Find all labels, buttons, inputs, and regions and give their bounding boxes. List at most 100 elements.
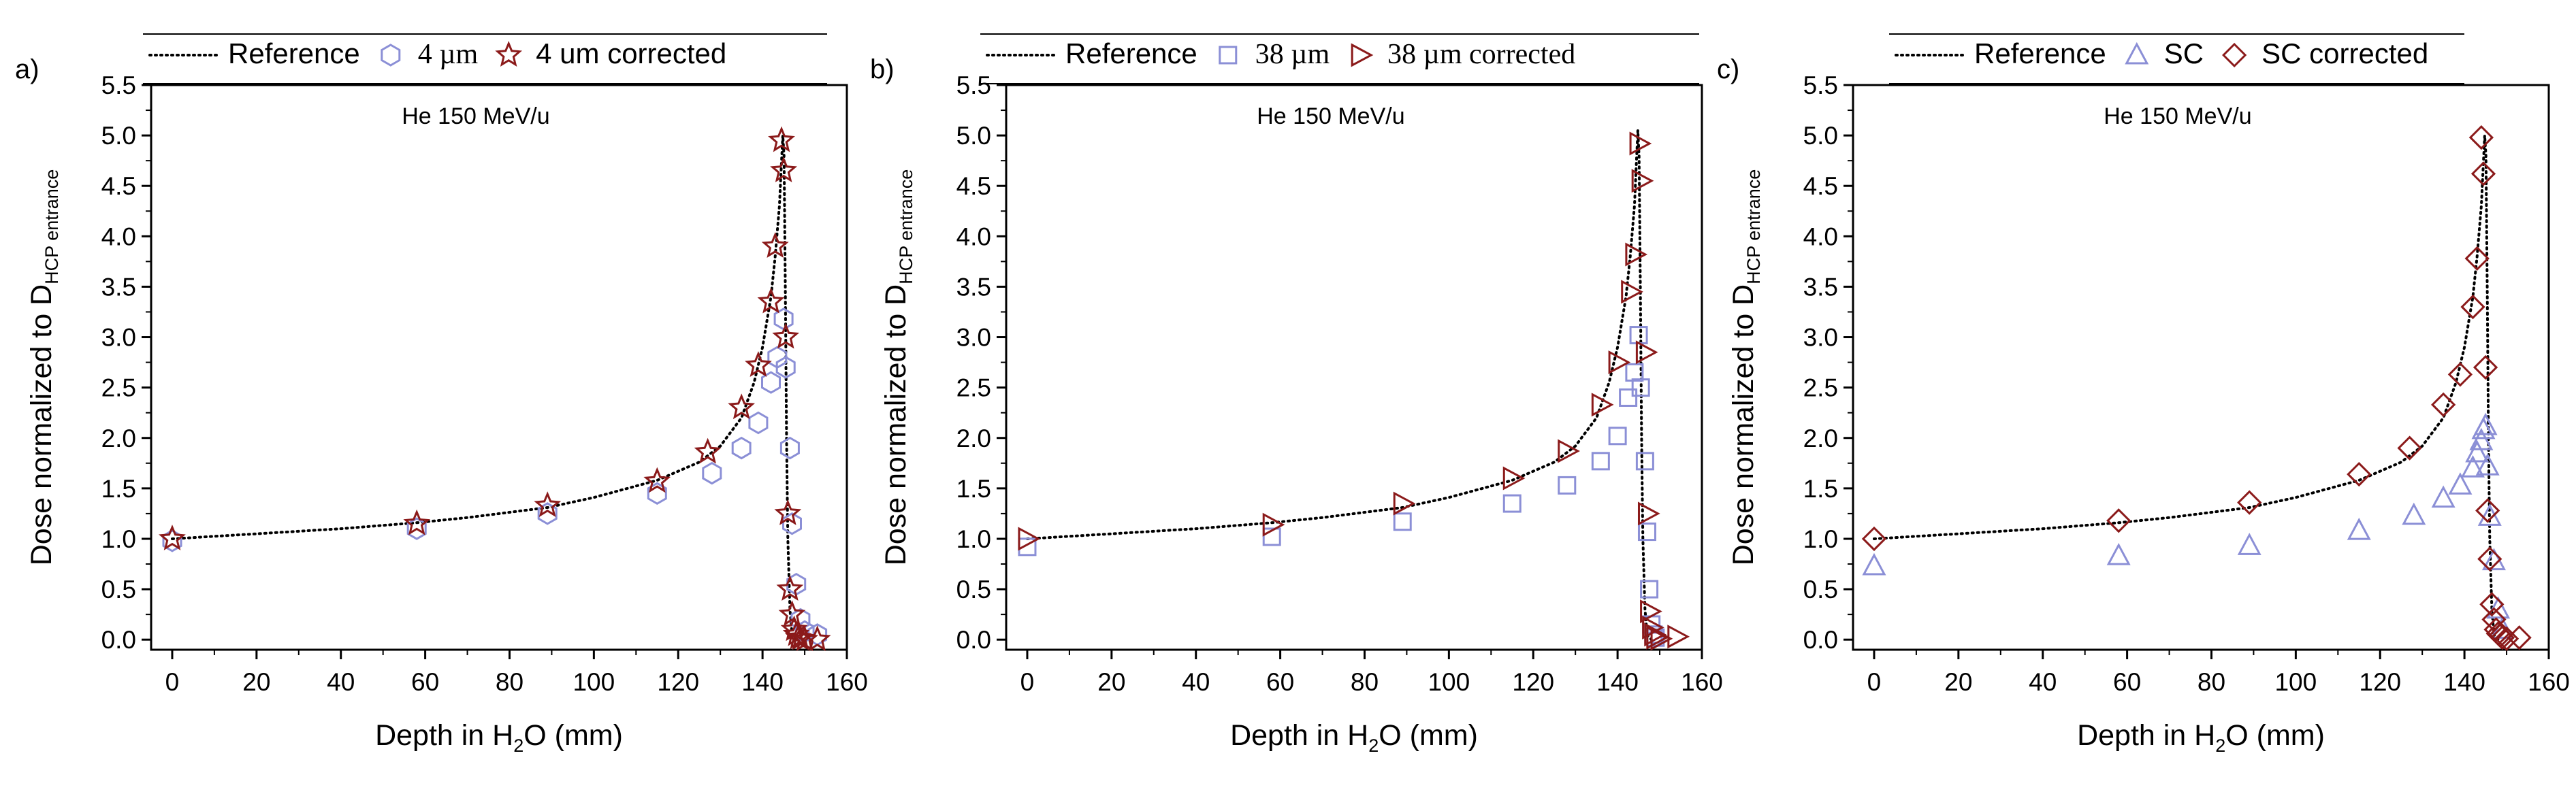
- x-axis-title: Depth in H2O (mm): [1230, 719, 1478, 756]
- y-tick-label: 2.0: [956, 425, 991, 452]
- star-point: [776, 575, 804, 601]
- y-tick-label: 3.0: [1803, 324, 1838, 352]
- y-tick-label: 4.5: [101, 172, 136, 200]
- legend-triangle-up-swatch: [2125, 42, 2149, 65]
- square-point: [1629, 326, 1648, 345]
- reference-curve: [171, 135, 798, 642]
- triangle-up-point: [2469, 428, 2494, 450]
- y-axis-title: Dose normalized to DHCP entrance: [880, 169, 916, 566]
- diamond-point: [2397, 435, 2422, 461]
- x-tick-label: 100: [573, 668, 615, 696]
- x-tick-label: 80: [496, 668, 524, 696]
- x-tick-label: 0: [1020, 668, 1035, 696]
- square-point: [1608, 427, 1627, 446]
- square-point: [1262, 527, 1281, 546]
- triangle-up-point: [2475, 453, 2500, 476]
- y-tick-label: 2.5: [101, 374, 136, 402]
- legend-hexagon-swatch: [381, 44, 401, 67]
- series-diamond: [1861, 125, 2532, 651]
- triangle-up-point: [2237, 533, 2261, 555]
- hexagon-point: [702, 461, 722, 485]
- legend-corrected-label: 4 um corrected: [536, 37, 726, 69]
- triangle-right-point: [1635, 340, 1658, 365]
- plot-frame: [1852, 84, 2550, 651]
- triangle-right-point: [1608, 350, 1631, 375]
- square-point: [1640, 580, 1659, 599]
- legend-star-swatch: [495, 41, 522, 67]
- triangle-right-point: [1667, 625, 1690, 649]
- triangle-right-point: [1640, 599, 1662, 624]
- star-point: [757, 287, 785, 314]
- annotation-label: He 150 MeV/u: [1257, 103, 1404, 129]
- y-tick-label: 5.5: [956, 71, 991, 99]
- square-point: [1625, 363, 1644, 382]
- legend-series-label: 38 µm: [1255, 39, 1330, 70]
- triangle-up-point: [2473, 412, 2498, 435]
- y-tick-label: 4.5: [1803, 172, 1838, 200]
- diamond-point: [1861, 526, 1887, 552]
- x-tick-label: 100: [2274, 668, 2317, 696]
- x-tick-label: 60: [2113, 668, 2141, 696]
- star-point: [745, 351, 772, 377]
- x-tick-label: 80: [2197, 668, 2225, 696]
- triangle-right-point: [1018, 527, 1041, 551]
- star-point: [772, 322, 800, 349]
- triangle-up-point: [2448, 472, 2473, 495]
- triangle-right-point: [1629, 131, 1652, 156]
- x-tick-label: 160: [826, 668, 868, 696]
- star-point: [778, 600, 806, 627]
- star-point: [403, 509, 431, 535]
- triangle-up-point: [2465, 440, 2490, 463]
- y-tick-label: 3.5: [1803, 273, 1838, 301]
- x-tick-label: 40: [327, 668, 355, 696]
- y-tick-label: 4.0: [101, 222, 136, 250]
- hexagon-point: [647, 482, 667, 505]
- annotation-label: He 150 MeV/u: [2104, 103, 2251, 129]
- legend-diamond-swatch: [2222, 42, 2247, 68]
- chart-panel-2: 0 20 40 60 80 100 120 140 160 0.0 0.5 1.0 1.5 2.0 2.5 3…: [870, 33, 1723, 756]
- diamond-point: [2470, 161, 2496, 186]
- legend-reference-label: Reference: [1065, 37, 1197, 69]
- x-tick-label: 160: [2528, 668, 2570, 696]
- square-point: [1635, 452, 1654, 471]
- hexagon-point: [748, 411, 769, 435]
- star-point: [770, 156, 798, 182]
- square-point: [1558, 476, 1577, 495]
- y-tick-label: 4.5: [956, 172, 991, 200]
- y-tick-label: 1.0: [1803, 525, 1838, 553]
- series-square: [1018, 326, 1665, 647]
- square-point: [1637, 523, 1656, 542]
- series-triangle-right: [1018, 131, 1690, 651]
- legend-square-swatch: [1219, 46, 1238, 65]
- x-tick-label: 20: [1944, 668, 1972, 696]
- x-axis-title: Depth in H2O (mm): [375, 719, 623, 756]
- diamond-point: [2106, 508, 2131, 533]
- x-tick-label: 20: [1097, 668, 1125, 696]
- y-tick-label: 5.0: [956, 122, 991, 150]
- y-tick-label: 3.0: [956, 324, 991, 352]
- x-tick-label: 160: [1681, 668, 1723, 696]
- star-point: [768, 126, 795, 152]
- triangle-up-point: [2402, 502, 2426, 525]
- triangle-right-point: [1262, 512, 1285, 537]
- reference-curve: [1026, 130, 1653, 642]
- y-tick-label: 2.5: [1803, 374, 1838, 402]
- square-point: [1502, 494, 1522, 513]
- star-point: [774, 499, 802, 525]
- diamond-point: [2473, 354, 2498, 380]
- x-tick-label: 120: [657, 668, 699, 696]
- x-tick-label: 120: [2359, 668, 2401, 696]
- y-tick-label: 1.0: [101, 525, 136, 553]
- y-tick-label: 3.5: [101, 273, 136, 301]
- panel-label: b): [870, 54, 895, 84]
- plot-frame: [1005, 84, 1703, 651]
- triangle-up-point: [2431, 485, 2456, 508]
- triangle-up-point: [2106, 542, 2131, 565]
- hexagon-point: [537, 502, 558, 525]
- y-tick-label: 0.0: [1803, 626, 1838, 654]
- y-tick-label: 0.5: [1803, 576, 1838, 603]
- star-point: [643, 467, 671, 493]
- series-triangle-up: [1862, 412, 2515, 639]
- star-point: [803, 625, 831, 652]
- x-tick-label: 120: [1512, 668, 1554, 696]
